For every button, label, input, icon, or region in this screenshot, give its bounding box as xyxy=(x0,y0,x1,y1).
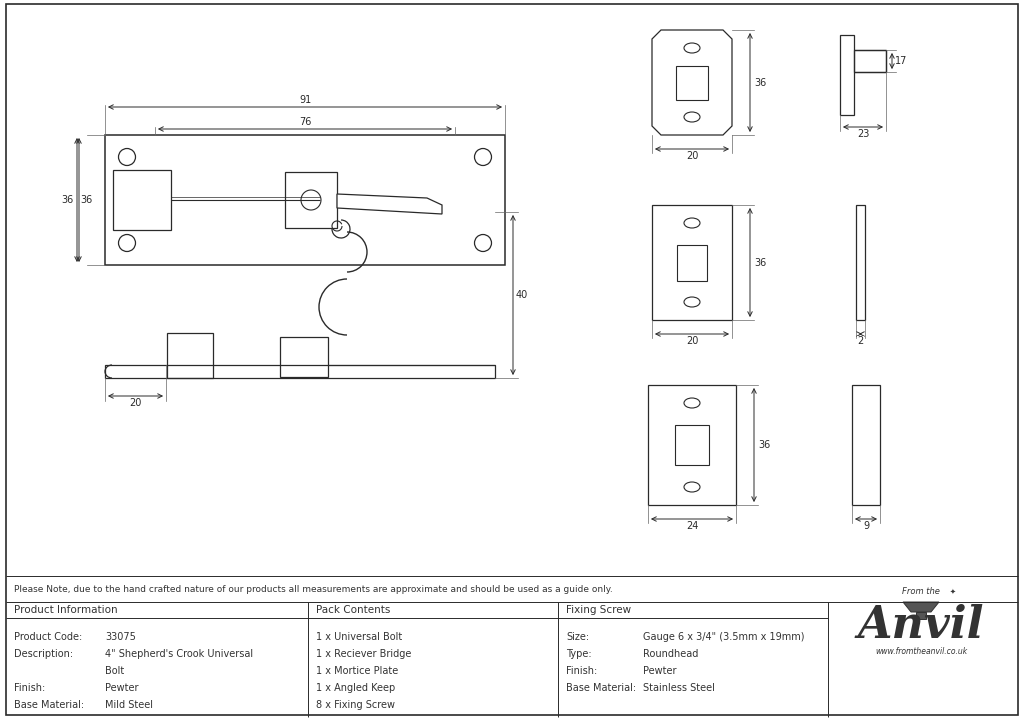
Text: Product Information: Product Information xyxy=(14,605,118,615)
Bar xyxy=(852,385,880,505)
Bar xyxy=(676,65,708,99)
Text: 36: 36 xyxy=(754,78,766,88)
Text: Bolt: Bolt xyxy=(105,666,124,676)
Text: Pewter: Pewter xyxy=(643,666,677,676)
Polygon shape xyxy=(652,30,732,135)
Bar xyxy=(105,365,495,378)
Text: Base Material:: Base Material: xyxy=(566,683,636,693)
Polygon shape xyxy=(337,194,442,214)
Text: 8 x Fixing Screw: 8 x Fixing Screw xyxy=(316,700,395,710)
Text: Description:: Description: xyxy=(14,649,73,659)
Bar xyxy=(167,333,213,378)
Text: ✦: ✦ xyxy=(950,589,956,595)
Text: 9: 9 xyxy=(863,521,869,531)
Text: 36: 36 xyxy=(754,257,766,267)
Text: Mild Steel: Mild Steel xyxy=(105,700,153,710)
Text: Type:: Type: xyxy=(566,649,592,659)
Bar xyxy=(280,337,328,377)
Bar xyxy=(105,135,505,265)
Bar xyxy=(652,205,732,320)
Bar xyxy=(675,425,709,465)
Bar xyxy=(677,244,707,280)
Text: Fixing Screw: Fixing Screw xyxy=(566,605,631,615)
Text: 20: 20 xyxy=(686,151,698,161)
Text: 33075: 33075 xyxy=(105,632,136,642)
Text: From the: From the xyxy=(902,587,940,597)
Text: Size:: Size: xyxy=(566,632,589,642)
Text: www.fromtheanvil.co.uk: www.fromtheanvil.co.uk xyxy=(874,648,967,656)
Text: 20: 20 xyxy=(129,398,141,408)
Text: 1 x Reciever Bridge: 1 x Reciever Bridge xyxy=(316,649,412,659)
Text: 2: 2 xyxy=(857,336,863,346)
Text: Pewter: Pewter xyxy=(105,683,138,693)
Text: 76: 76 xyxy=(299,117,311,127)
Text: Product Code:: Product Code: xyxy=(14,632,82,642)
Polygon shape xyxy=(903,602,939,612)
Text: Roundhead: Roundhead xyxy=(643,649,698,659)
Bar xyxy=(648,385,736,505)
Text: Pack Contents: Pack Contents xyxy=(316,605,390,615)
Text: Finish:: Finish: xyxy=(566,666,597,676)
Bar xyxy=(854,50,886,72)
Text: Base Material:: Base Material: xyxy=(14,700,84,710)
Text: 91: 91 xyxy=(299,95,311,105)
Text: Anvil: Anvil xyxy=(858,605,984,648)
Bar xyxy=(856,205,865,320)
Bar xyxy=(916,612,926,619)
Bar xyxy=(113,170,171,230)
Text: 4" Shepherd's Crook Universal: 4" Shepherd's Crook Universal xyxy=(105,649,253,659)
Text: 36: 36 xyxy=(80,195,92,205)
Text: Finish:: Finish: xyxy=(14,683,45,693)
Text: 1 x Universal Bolt: 1 x Universal Bolt xyxy=(316,632,402,642)
Bar xyxy=(840,35,854,115)
Text: 1 x Angled Keep: 1 x Angled Keep xyxy=(316,683,395,693)
Text: 23: 23 xyxy=(857,129,869,139)
Bar xyxy=(285,172,337,228)
Text: Please Note, due to the hand crafted nature of our products all measurements are: Please Note, due to the hand crafted nat… xyxy=(14,585,612,595)
Text: Gauge 6 x 3/4" (3.5mm x 19mm): Gauge 6 x 3/4" (3.5mm x 19mm) xyxy=(643,632,805,642)
Text: Stainless Steel: Stainless Steel xyxy=(643,683,715,693)
Text: 40: 40 xyxy=(516,290,528,300)
Text: 17: 17 xyxy=(895,56,907,66)
Text: 36: 36 xyxy=(758,440,770,450)
Text: 24: 24 xyxy=(686,521,698,531)
Text: 20: 20 xyxy=(686,336,698,346)
Text: 1 x Mortice Plate: 1 x Mortice Plate xyxy=(316,666,398,676)
Text: 36: 36 xyxy=(60,195,73,205)
